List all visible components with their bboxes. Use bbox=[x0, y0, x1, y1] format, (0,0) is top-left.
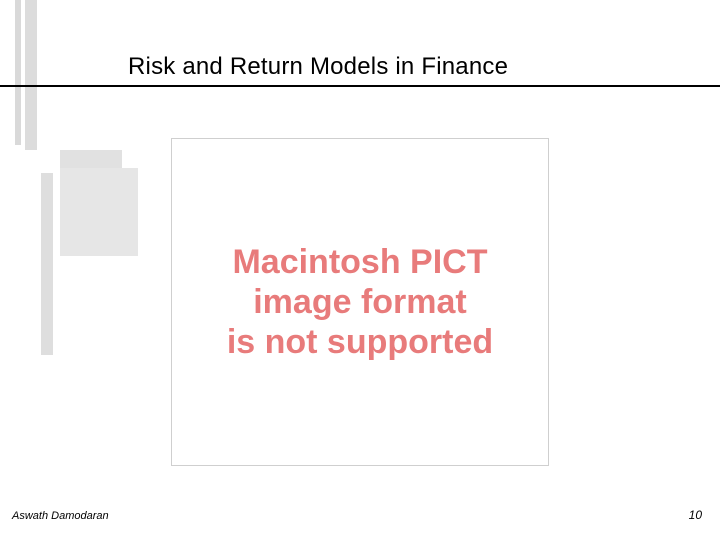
slide-title: Risk and Return Models in Finance bbox=[128, 53, 508, 81]
title-underline bbox=[0, 85, 720, 87]
image-placeholder-box: Macintosh PICT image format is not suppo… bbox=[171, 138, 549, 466]
image-error-line: Macintosh PICT bbox=[227, 242, 493, 282]
deco-block bbox=[60, 168, 138, 256]
image-error-line: is not supported bbox=[227, 322, 493, 362]
deco-bar bbox=[25, 0, 37, 150]
deco-bar bbox=[15, 0, 21, 145]
image-error-line: image format bbox=[227, 282, 493, 322]
deco-bar bbox=[41, 173, 53, 355]
footer-page-number: 10 bbox=[689, 508, 702, 522]
image-error-message: Macintosh PICT image format is not suppo… bbox=[227, 242, 493, 362]
footer-author: Aswath Damodaran bbox=[12, 510, 109, 522]
